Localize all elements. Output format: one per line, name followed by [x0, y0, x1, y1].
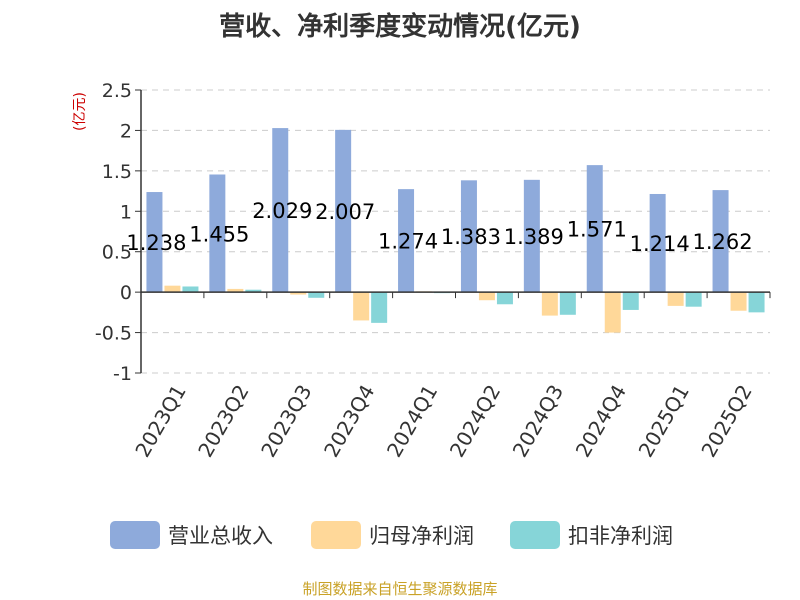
bar-2023Q3-营业总收入: [272, 128, 289, 293]
bar-2024Q4-归母净利润: [604, 292, 621, 333]
x-tick-label: 2023Q4: [319, 381, 379, 462]
data-source-note: 制图数据来自恒生聚源数据库: [302, 580, 498, 598]
bar-2024Q4-扣非净利润: [622, 292, 639, 310]
x-tick-label: 2024Q3: [508, 381, 568, 462]
bar-2025Q1-营业总收入: [649, 193, 666, 293]
legend-swatch-营业总收入: [110, 521, 160, 549]
legend-label-营业总收入: 营业总收入: [168, 524, 273, 548]
bar-2024Q2-扣非净利润: [496, 292, 513, 305]
x-tick-label: 2025Q1: [634, 381, 694, 462]
bar-2024Q3-扣非净利润: [559, 292, 576, 315]
y-axis-unit-label: (亿元): [72, 92, 88, 131]
data-label-2025Q1: 1.214: [630, 232, 690, 256]
bar-2023Q4-归母净利润: [353, 292, 370, 321]
y-tick-label: 2.5: [102, 80, 132, 102]
x-tick-label: 2024Q4: [571, 381, 631, 462]
data-label-2024Q2: 1.383: [441, 225, 501, 249]
y-tick-label: 1.5: [102, 161, 132, 183]
bar-2025Q2-营业总收入: [712, 190, 729, 293]
data-label-2023Q1: 1.238: [126, 231, 186, 255]
bar-2023Q1-营业总收入: [146, 192, 163, 293]
x-tick-label: 2023Q3: [256, 381, 316, 462]
data-label-2024Q3: 1.389: [504, 225, 564, 249]
bar-2023Q4-营业总收入: [335, 129, 352, 293]
bar-2024Q3-营业总收入: [523, 179, 540, 293]
legend-swatch-归母净利润: [311, 521, 361, 549]
bar-2024Q2-营业总收入: [460, 180, 477, 293]
chart-title: 营收、净利季度变动情况(亿元): [219, 12, 581, 42]
bar-2024Q4-营业总收入: [586, 165, 603, 293]
x-tick-label: 2024Q2: [445, 381, 505, 462]
y-tick-label: 1: [120, 201, 132, 223]
data-label-2024Q4: 1.571: [567, 218, 627, 242]
data-label-2025Q2: 1.262: [692, 230, 752, 254]
legend-label-扣非净利润: 扣非净利润: [568, 524, 673, 548]
bar-2023Q1-归母净利润: [164, 285, 181, 293]
data-label-2023Q4: 2.007: [315, 200, 375, 224]
legend-label-归母净利润: 归母净利润: [369, 524, 474, 548]
bar-2025Q2-归母净利润: [730, 292, 747, 311]
bar-2023Q1-扣非净利润: [182, 286, 199, 293]
data-label-2023Q3: 2.029: [252, 199, 312, 223]
y-tick-label: -1: [113, 363, 132, 385]
y-tick-label: 0.5: [102, 242, 132, 264]
bar-2024Q2-归母净利润: [478, 292, 495, 301]
bar-2023Q4-扣非净利润: [371, 292, 388, 323]
bar-2025Q1-扣非净利润: [685, 292, 702, 307]
data-label-2024Q1: 1.274: [378, 230, 438, 254]
bar-2025Q1-归母净利润: [667, 292, 684, 306]
data-label-2023Q2: 1.455: [189, 222, 249, 246]
bar-2023Q3-归母净利润: [290, 292, 307, 295]
y-tick-label: -0.5: [95, 323, 132, 345]
x-tick-label: 2023Q1: [130, 381, 190, 462]
y-tick-label: 2: [120, 120, 132, 142]
bar-2023Q3-扣非净利润: [308, 292, 325, 298]
bar-2023Q2-扣非净利润: [245, 289, 262, 293]
bar-2025Q2-扣非净利润: [748, 292, 765, 313]
bar-2023Q2-归母净利润: [227, 288, 244, 293]
legend-swatch-扣非净利润: [510, 521, 560, 549]
bar-2024Q1-营业总收入: [398, 189, 415, 293]
x-tick-label: 2025Q2: [696, 381, 756, 462]
bar-2024Q3-归母净利润: [541, 292, 558, 316]
y-tick-label: 0: [120, 282, 132, 304]
x-tick-label: 2023Q2: [193, 381, 253, 462]
bar-2023Q2-营业总收入: [209, 174, 226, 293]
x-tick-label: 2024Q1: [382, 381, 442, 462]
